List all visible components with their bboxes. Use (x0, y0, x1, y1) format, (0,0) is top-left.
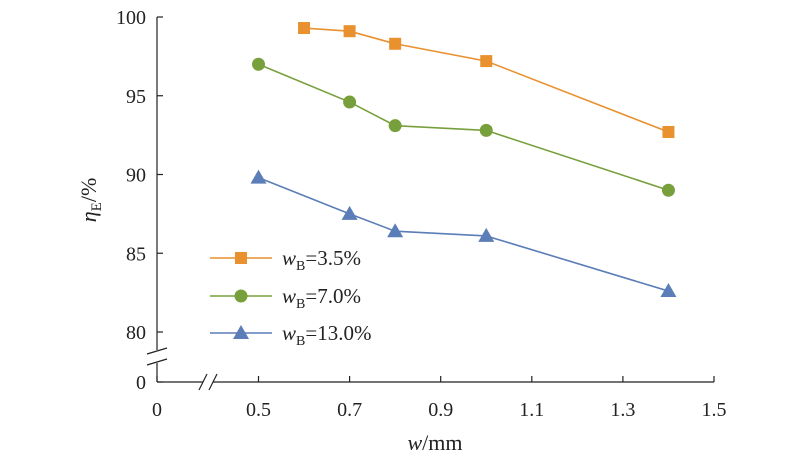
data-point (387, 223, 404, 238)
x-axis-break-mark-2 (208, 373, 218, 391)
y-axis-title-unit: /% (76, 178, 101, 202)
data-point (298, 22, 311, 35)
x-tick-label: 0 (152, 399, 162, 421)
y-axis-break-mark-1 (146, 347, 168, 355)
data-point (662, 125, 675, 138)
series-square (298, 22, 675, 138)
x-tick-label: 1.3 (610, 399, 635, 421)
data-point (479, 123, 493, 137)
legend-item: wB=7.0% (210, 284, 361, 312)
data-point (341, 205, 358, 220)
y-tick-label: 80 (126, 322, 146, 344)
x-tick-label: 0.7 (337, 399, 362, 421)
legend-marker (233, 325, 249, 339)
legend-marker (234, 289, 248, 303)
series-triangle (250, 169, 677, 298)
x-tick-label: 0.5 (246, 399, 271, 421)
data-point (388, 119, 402, 133)
series-circle (252, 57, 675, 197)
y-tick-label: 85 (126, 243, 146, 265)
y-axis-title-main: η (76, 211, 101, 222)
y-axis-title: ηE/% (76, 178, 105, 223)
data-point (250, 169, 267, 184)
data-point (660, 283, 677, 298)
x-axis-break-mark-1 (198, 373, 208, 391)
x-tick-label: 1.1 (519, 399, 544, 421)
data-point (480, 55, 493, 68)
data-point (661, 183, 675, 197)
x-tick-label: 1.5 (702, 399, 727, 421)
y-tick-label: 0 (136, 372, 146, 394)
x-tick-label: 0.9 (428, 399, 453, 421)
legend-label: wB=13.0% (282, 321, 371, 349)
x-axis-title-unit: /mm (422, 430, 462, 455)
x-axis-title-main: w (407, 430, 422, 455)
data-point (343, 25, 356, 38)
y-axis-title-sub: E (89, 202, 105, 211)
y-axis-break-mark-2 (146, 358, 168, 366)
y-tick-label: 95 (126, 86, 146, 108)
series-line (258, 176, 669, 292)
axes (146, 17, 714, 391)
axis-ticks: 0 0.5 0.7 0.9 1.1 1.3 1.5 0 80 85 90 95 100 (116, 7, 727, 421)
y-tick-label: 90 (126, 165, 146, 187)
legend-marker (235, 252, 247, 264)
data-point (252, 57, 265, 71)
legend-item: wB=13.0% (210, 321, 371, 349)
legend-label: wB=3.5% (282, 246, 361, 274)
legend: wB=3.5% wB=7.0% wB=13.0% (210, 246, 371, 349)
data-point (389, 37, 402, 50)
series-layer (250, 22, 677, 298)
data-point (478, 227, 495, 242)
legend-label: wB=7.0% (282, 284, 361, 312)
series-line (258, 63, 669, 192)
legend-item: wB=3.5% (210, 246, 361, 274)
y-tick-label: 100 (116, 7, 146, 29)
x-axis-title: w/mm (407, 430, 462, 455)
series-line (303, 27, 669, 133)
data-point (343, 95, 357, 109)
